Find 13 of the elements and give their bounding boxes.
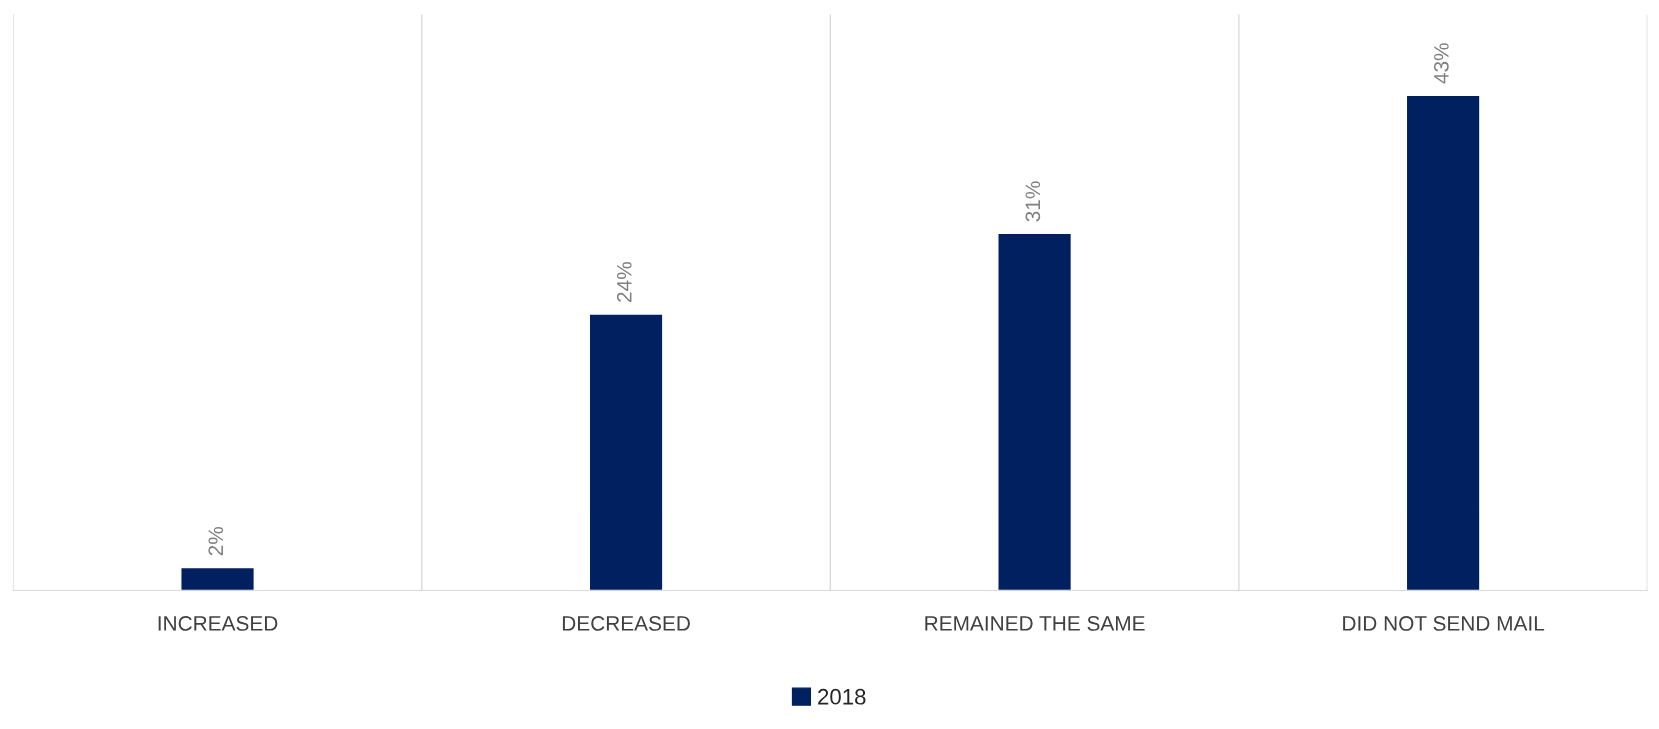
bar (997, 232, 1073, 591)
bar (180, 566, 255, 591)
data-label: 43% (1433, 43, 1449, 84)
data-label: 2% (208, 526, 224, 556)
x-tick-label: INCREASED (158, 616, 278, 631)
x-tick-label: DECREASED (562, 616, 690, 631)
x-tick-label: DID NOT SEND MAIL (1343, 616, 1545, 631)
legend-label: 2018 (818, 688, 866, 705)
x-tick-label: REMAINED THE SAME (925, 616, 1145, 631)
bar (1405, 94, 1481, 591)
data-label: 31% (1025, 181, 1041, 222)
data-label: 24% (616, 261, 632, 302)
bar (588, 313, 664, 591)
